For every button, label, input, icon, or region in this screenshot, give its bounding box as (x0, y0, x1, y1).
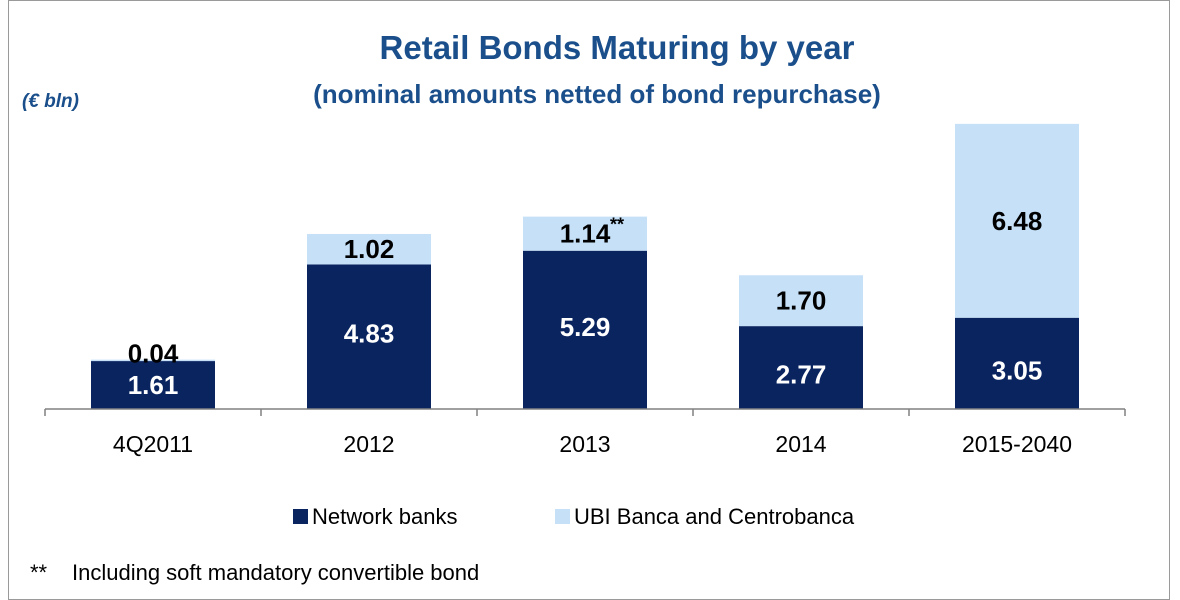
value-label-network-banks-2015-2040: 3.05 (992, 355, 1043, 385)
bar-network-banks-2015-2040 (955, 317, 1079, 409)
x-tick-label-2015-2040: 2015-2040 (962, 431, 1072, 457)
x-tick-label-4q2011: 4Q2011 (113, 431, 193, 457)
value-label-ubi-banca-and-centrobanca-2013: 1.14 (560, 219, 611, 249)
bar-network-banks-4q2011 (91, 360, 215, 409)
value-label-ubi-banca-and-centrobanca-2014: 1.70 (776, 286, 827, 316)
value-label-ubi-banca-and-centrobanca-2015-2040: 6.48 (992, 206, 1043, 236)
x-tick-label-2014: 2014 (775, 431, 826, 457)
bar-network-banks-2014 (739, 326, 863, 409)
legend-swatch-network-banks (293, 509, 308, 524)
bar-ubi-banca-and-centrobanca-2015-2040 (955, 123, 1079, 318)
footnote-marker: ** (30, 560, 48, 585)
bar-network-banks-2012 (307, 264, 431, 409)
value-label-network-banks-2014: 2.77 (776, 360, 827, 390)
value-label-network-banks-4q2011: 1.61 (128, 370, 179, 400)
legend-label-ubi-banca-centrobanca: UBI Banca and Centrobanca (574, 504, 855, 529)
legend-swatch-ubi-banca-centrobanca (555, 509, 570, 524)
value-label-network-banks-2012: 4.83 (344, 319, 395, 349)
annotation-2013: ** (610, 215, 624, 235)
bar-ubi-banca-and-centrobanca-4q2011 (91, 359, 215, 362)
bar-ubi-banca-and-centrobanca-2014 (739, 275, 863, 327)
footnote-text: Including soft mandatory convertible bon… (72, 560, 479, 585)
bar-ubi-banca-and-centrobanca-2012 (307, 233, 431, 265)
chart-subtitle: (nominal amounts netted of bond repurcha… (313, 79, 881, 109)
chart-title: Retail Bonds Maturing by year (380, 29, 855, 66)
legend-label-network-banks: Network banks (312, 504, 458, 529)
value-label-ubi-banca-and-centrobanca-4q2011: 0.04 (128, 339, 179, 369)
bar-ubi-banca-and-centrobanca-2013 (523, 216, 647, 251)
bars-group (91, 123, 1079, 409)
x-tick-label-2012: 2012 (343, 431, 394, 457)
x-tick-labels: 4Q2011 2012 2013 2014 2015-2040 (113, 431, 1072, 457)
value-label-ubi-banca-and-centrobanca-2012: 1.02 (344, 234, 395, 264)
value-label-network-banks-2013: 5.29 (560, 312, 611, 342)
value-labels-group: 1.610.04 4.83 1.02 5.29 1.14 ** 2.77 1.70 3.05 6.… (128, 206, 1043, 400)
x-tick-label-2013: 2013 (559, 431, 610, 457)
legend: Network banks UBI Banca and Centrobanca (293, 504, 855, 529)
x-axis (44, 408, 1126, 416)
bar-network-banks-2013 (523, 250, 647, 409)
unit-label: (€ bln) (22, 91, 79, 112)
